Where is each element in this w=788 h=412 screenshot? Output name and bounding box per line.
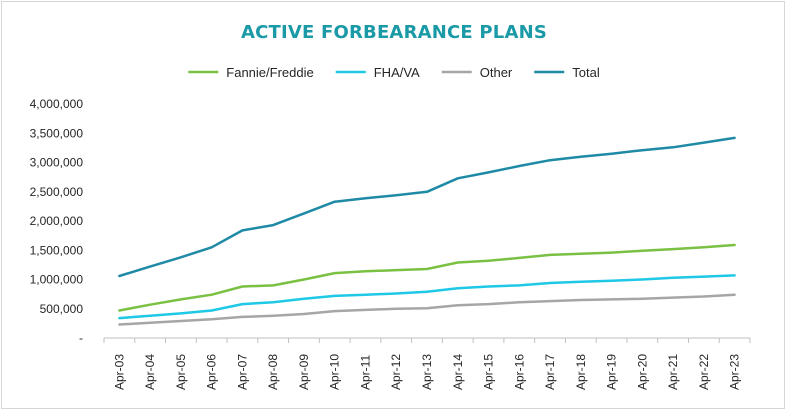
x-tick-label: Apr-22 [697,354,711,390]
legend-label-fannie-freddie: Fannie/Freddie [226,65,313,80]
x-tick-label: Apr-05 [174,354,188,390]
y-tick-label: 4,000,000 [30,97,84,111]
x-tick-label: Apr-16 [512,354,526,390]
x-tick-label: Apr-23 [728,354,742,390]
y-tick-label: 2,000,000 [30,214,84,228]
y-tick-label: 3,000,000 [30,156,84,170]
legend-label-total: Total [572,65,600,80]
x-tick-label: Apr-12 [389,354,403,390]
x-tick-label: Apr-17 [543,354,557,390]
x-tick-label: Apr-10 [328,354,342,390]
y-tick-label: 1,000,000 [30,273,84,287]
x-tick-label: Apr-15 [482,354,496,390]
series-line-fha-va [118,274,736,320]
legend-label-other: Other [480,65,513,80]
legend: Fannie/Freddie FHA/VA Other Total [188,65,600,80]
x-tick-label: Apr-08 [266,354,280,390]
y-tick-label: 2,500,000 [30,185,84,199]
x-tick-label: Apr-09 [297,354,311,390]
y-tick-label: 500,000 [40,302,84,316]
series-line-total [118,136,736,278]
chart-title: ACTIVE FORBEARANCE PLANS [240,22,548,43]
x-tick-label: Apr-19 [605,354,619,390]
series-line-fannie-freddie [118,243,736,312]
x-tick-label: Apr-14 [451,354,465,390]
x-tick-label: Apr-04 [143,354,157,390]
series-lines [118,136,736,326]
y-tick-label: - [79,331,83,345]
x-tick-label: Apr-20 [635,354,649,390]
x-tick-label: Apr-18 [574,354,588,390]
x-tick-label: Apr-03 [112,354,126,390]
series-line-other [118,293,736,326]
x-axis: Apr-03 Apr-04 Apr-05 Apr-06 Apr-07 Apr-08 Apr-… [103,337,751,390]
y-axis: - 500,000 1,000,000 1,500,000 2,000,000 2,500… [30,97,84,345]
x-tick-label: Apr-21 [666,354,680,390]
x-tick-label: Apr-07 [235,354,249,390]
y-tick-label: 1,500,000 [30,243,84,257]
x-tick-label: Apr-11 [358,355,372,390]
y-tick-label: 3,500,000 [30,126,84,140]
x-tick-label: Apr-13 [420,354,434,390]
x-tick-label: Apr-06 [205,354,219,390]
legend-label-fha-va: FHA/VA [374,65,420,80]
